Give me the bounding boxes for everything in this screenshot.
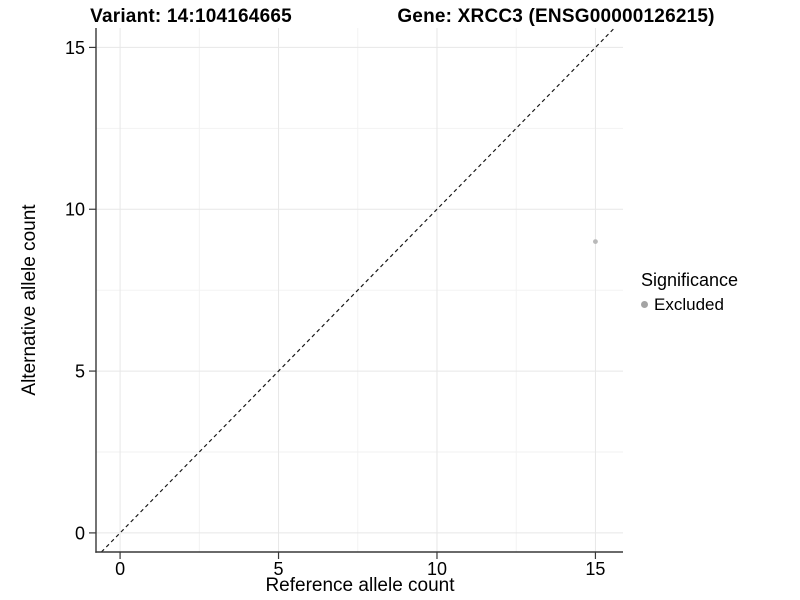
x-tick-label: 5 — [274, 559, 284, 579]
y-tick-label: 10 — [65, 200, 85, 220]
y-tick-label: 15 — [65, 38, 85, 58]
legend-item-label: Excluded — [654, 295, 724, 314]
legend: Significance Excluded — [641, 269, 738, 315]
plot-title-variant: Variant: 14:104164665 — [90, 6, 292, 27]
x-axis-title: Reference allele count — [265, 575, 455, 596]
x-tick-label: 0 — [115, 559, 125, 579]
identity-dashed-line — [100, 27, 615, 553]
y-tick-label: 5 — [75, 362, 85, 382]
plot-title-gene: Gene: XRCC3 (ENSG00000126215) — [397, 6, 715, 27]
y-tick-label: 0 — [75, 523, 85, 543]
data-point — [593, 239, 598, 245]
legend-title: Significance — [641, 270, 739, 290]
x-tick-label: 10 — [427, 559, 447, 579]
legend-point-icon — [641, 301, 648, 308]
legend-item-excluded: Excluded — [641, 294, 738, 315]
x-tick-label: 15 — [585, 559, 605, 579]
